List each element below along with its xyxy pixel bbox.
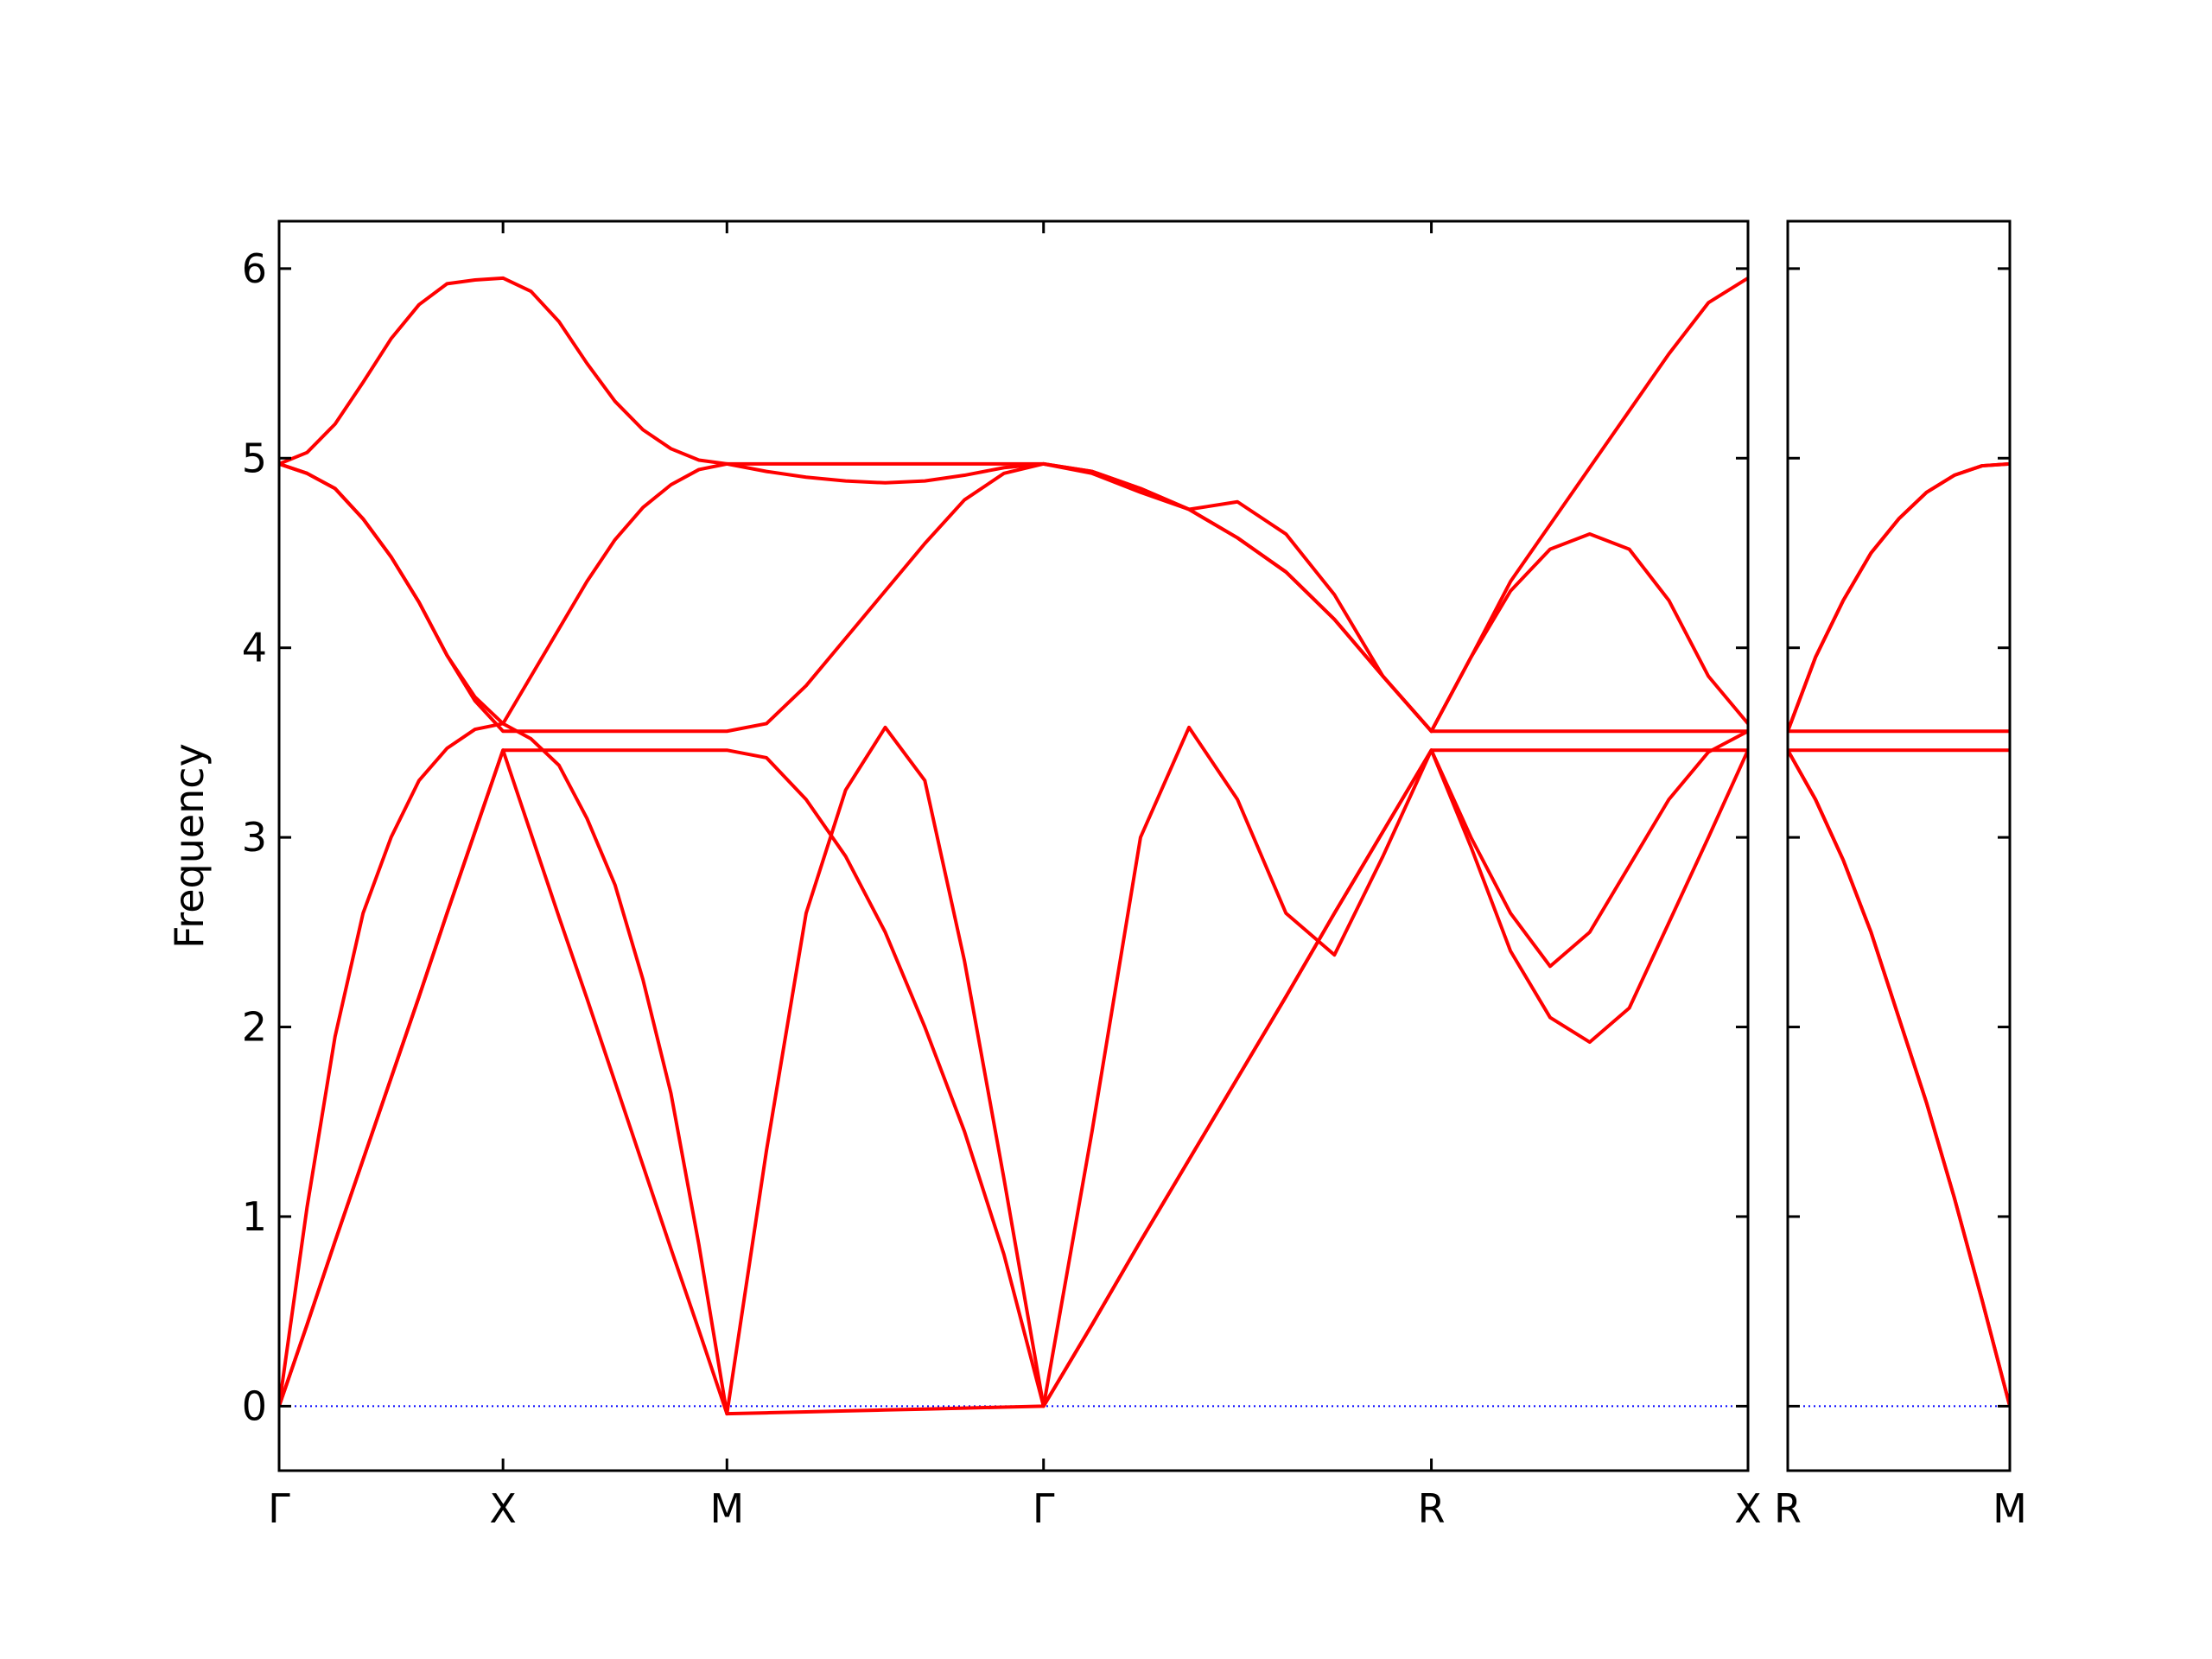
band-line — [1788, 749, 2010, 1407]
band-line — [279, 721, 1748, 1416]
y-tick-label: 5 — [242, 435, 267, 481]
band-line — [279, 276, 1748, 734]
y-axis-label: Frequency — [166, 743, 213, 949]
x-tick-label: R — [1774, 1485, 1802, 1532]
band-line — [279, 461, 1748, 734]
axes-frame — [1786, 219, 2012, 1472]
y-tick-label: 4 — [242, 625, 267, 671]
band-line — [1788, 749, 2010, 1407]
axes-frame — [277, 219, 1750, 1472]
y-tick-label: 1 — [242, 1193, 267, 1240]
x-tick-label: Γ — [268, 1485, 290, 1532]
y-tick-label: 0 — [242, 1382, 267, 1429]
plot-area — [279, 276, 1748, 1416]
x-tick-label: M — [709, 1485, 744, 1532]
band-line — [279, 725, 1748, 1408]
x-tick-label: R — [1418, 1485, 1446, 1532]
x-tick-label: X — [489, 1485, 517, 1532]
y-tick-label: 3 — [242, 814, 267, 861]
band-line — [1788, 461, 2010, 732]
plot-area — [1788, 461, 2010, 1407]
band-line — [279, 461, 1748, 734]
x-tick-label: M — [1993, 1485, 2027, 1532]
x-tick-label: X — [1734, 1485, 1762, 1532]
band-line — [279, 748, 1748, 1416]
y-tick-label: 2 — [242, 1004, 267, 1051]
band-line — [1788, 461, 2010, 732]
x-tick-label: Γ — [1033, 1485, 1055, 1532]
y-tick-label: 6 — [242, 245, 267, 292]
